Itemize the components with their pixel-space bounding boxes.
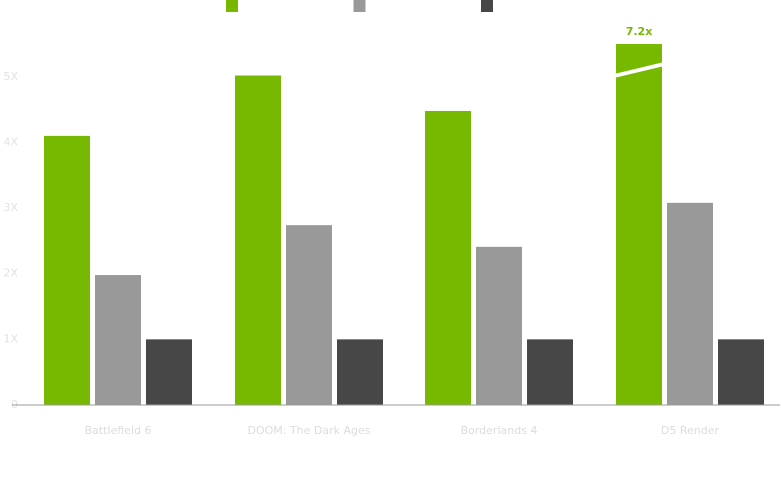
bar bbox=[527, 339, 573, 405]
value-label: 7.2x bbox=[626, 25, 653, 38]
x-tick-label: Borderlands 4 bbox=[461, 424, 538, 437]
y-tick-label: 1X bbox=[3, 332, 18, 345]
bar bbox=[667, 202, 713, 405]
bar bbox=[95, 275, 141, 405]
x-tick-label: DOOM: The Dark Ages bbox=[247, 424, 370, 437]
y-tick-label: 5X bbox=[3, 70, 18, 83]
bar bbox=[337, 339, 383, 405]
x-tick-label: Battlefield 6 bbox=[85, 424, 152, 437]
y-tick-label: 3X bbox=[3, 201, 18, 214]
bar bbox=[44, 135, 90, 405]
bar bbox=[718, 339, 764, 405]
bar bbox=[476, 246, 522, 405]
bar bbox=[286, 225, 332, 405]
legend-swatch bbox=[226, 0, 238, 12]
y-tick-label: 4X bbox=[3, 135, 18, 148]
legend-swatch bbox=[353, 0, 366, 12]
y-tick-label: 2X bbox=[3, 267, 18, 280]
bar bbox=[616, 44, 662, 405]
axis-break bbox=[614, 62, 664, 78]
bar bbox=[425, 110, 471, 405]
bar bbox=[146, 339, 192, 405]
bar bbox=[235, 75, 281, 405]
x-tick-label: D5 Render bbox=[661, 424, 720, 437]
legend-swatch bbox=[481, 0, 493, 12]
